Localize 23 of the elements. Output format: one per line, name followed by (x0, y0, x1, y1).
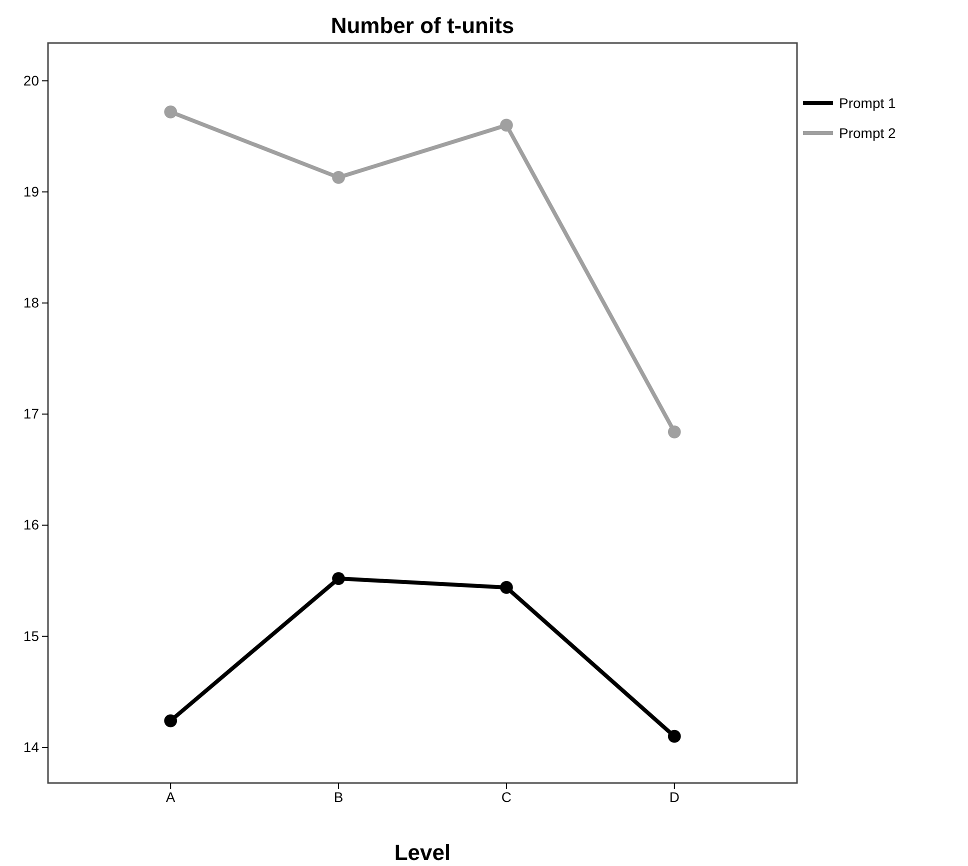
point (332, 572, 345, 585)
point (668, 730, 681, 743)
point (164, 105, 178, 118)
legend-label: Prompt 2 (839, 125, 896, 141)
y-tick-label: 18 (23, 294, 40, 310)
y-tick-label: 14 (23, 738, 40, 755)
y-tick-label: 17 (23, 406, 40, 422)
x-axis-title: Level (394, 840, 451, 865)
x-tick-label: A (166, 788, 176, 805)
y-tick-label: 20 (23, 72, 40, 88)
point (500, 118, 513, 132)
x-tick-label: C (501, 788, 512, 805)
point (164, 714, 178, 728)
y-tick-label: 19 (23, 183, 40, 200)
point (500, 581, 513, 594)
x-tick-label: B (334, 788, 344, 805)
x-tick-label: D (669, 788, 680, 805)
legend-label: Prompt 1 (839, 95, 896, 111)
point (332, 171, 345, 184)
chart-title: Number of t-units (330, 13, 514, 38)
point (668, 425, 681, 438)
y-tick-label: 15 (23, 628, 40, 644)
y-tick-label: 16 (23, 516, 40, 533)
